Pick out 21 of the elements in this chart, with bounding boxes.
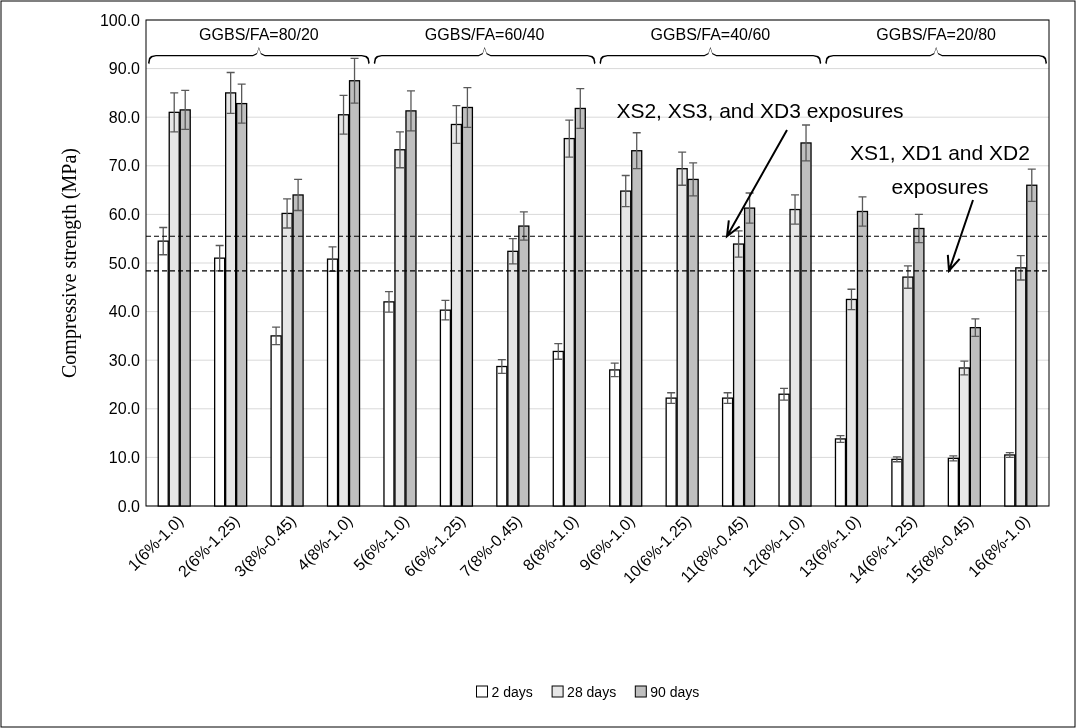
ref-line-label: XS1, XD1 and XD2 exposures <box>850 141 1030 198</box>
y-tick-label: 80.0 <box>108 108 141 126</box>
y-tick-label: 90.0 <box>108 60 141 78</box>
legend-label: 2 days <box>491 683 533 700</box>
annotation: GGBS/FA=40/60 <box>650 26 771 43</box>
annotation: GGBS/FA=20/80 <box>876 26 997 43</box>
y-tick-label: 70.0 <box>108 157 141 175</box>
legend-label: 28 days <box>567 683 617 700</box>
y-tick-label: 60.0 <box>108 206 141 223</box>
ref-line-label: XS2, XS3, and XD3 exposures <box>616 99 904 122</box>
y-tick-label: 10.0 <box>108 449 141 466</box>
y-tick-label: 40.0 <box>108 303 141 321</box>
y-axis-title: Compressive strength (MPa) <box>58 148 81 378</box>
y-tick-label: 50.0 <box>108 254 141 272</box>
y-tick-label: 100.0 <box>99 11 141 29</box>
y-tick-label: 0.0 <box>117 497 141 515</box>
y-tick-label: 30.0 <box>108 351 141 369</box>
legend-label: 90 days <box>650 683 700 700</box>
y-tick-label: 20.0 <box>108 400 141 418</box>
annotation: GGBS/FA=80/20 <box>199 26 319 43</box>
annotation: GGBS/FA=60/40 <box>424 26 545 43</box>
